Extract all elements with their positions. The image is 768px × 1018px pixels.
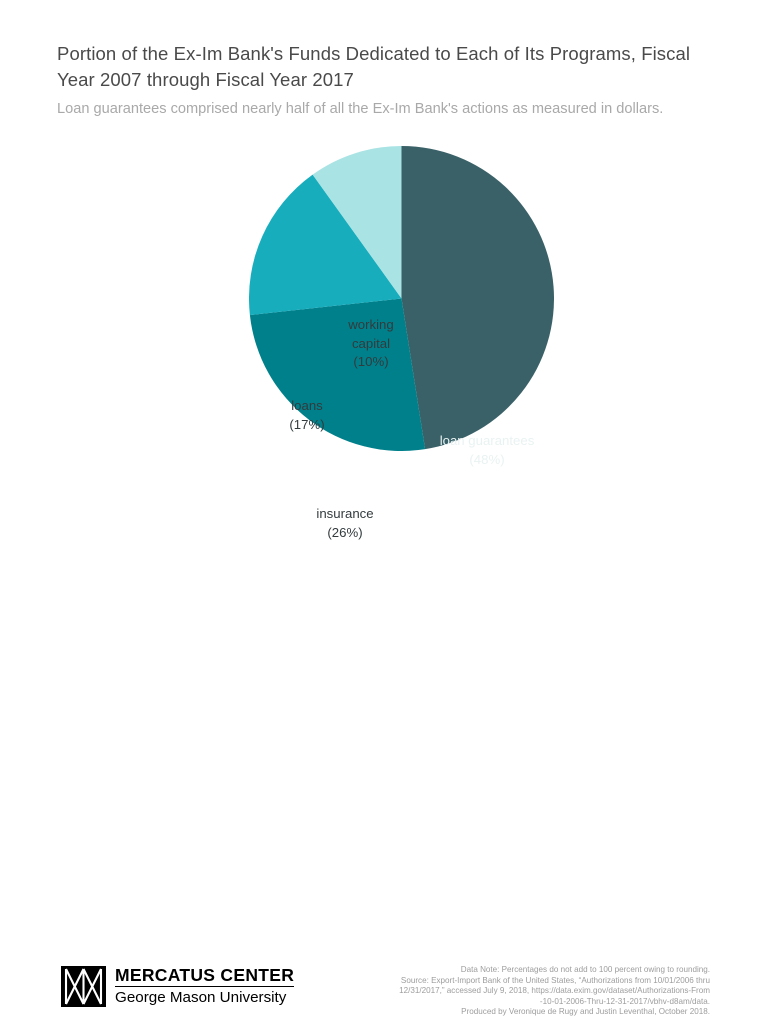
mercatus-center-logo: MERCATUS CENTER George Mason University: [61, 965, 295, 1007]
pie-chart-svg: [249, 146, 554, 451]
chart-header: Portion of the Ex-Im Bank's Funds Dedica…: [57, 41, 717, 120]
mercatus-logo-line-1: MERCATUS CENTER: [115, 965, 295, 987]
pie-label-loan-guarantees-pct: (48%): [469, 451, 505, 467]
mercatus-logo-text: MERCATUS CENTER George Mason University: [115, 965, 295, 1007]
chart-source-notes: Data Note: Percentages do not add to 100…: [290, 965, 710, 1018]
page-title: Portion of the Ex-Im Bank's Funds Dedica…: [57, 43, 691, 90]
mercatus-m-mark-icon: [61, 965, 106, 1007]
note-line-data-note: Data Note: Percentages do not add to 100…: [460, 965, 710, 974]
note-line-produced-by: Produced by Veronique de Rugy and Justin…: [461, 1007, 710, 1017]
note-line-source-3: -10-01-2006-Thru-12-31-2017/vbhv-d8am/da…: [539, 996, 710, 1006]
pie-chart: loan guarantees (48%) insurance (26%) lo…: [0, 146, 768, 540]
pie-slice-insurance[interactable]: [249, 298, 426, 452]
page-subtitle: Loan guarantees comprised nearly half of…: [57, 101, 664, 117]
note-line-source-2: 12/31/2017,” accessed July 9, 2018, http…: [399, 986, 710, 996]
pie-slice-loan-guarantees[interactable]: [401, 146, 555, 450]
note-line-source-1: Source: Export-Import Bank of the United…: [400, 975, 710, 985]
pie-slice-loans[interactable]: [249, 174, 402, 316]
mercatus-logo-line-2: George Mason University: [115, 989, 287, 1006]
chart-footer: MERCATUS CENTER George Mason University …: [0, 478, 768, 1016]
pie-slice-working-capital[interactable]: [312, 146, 402, 299]
